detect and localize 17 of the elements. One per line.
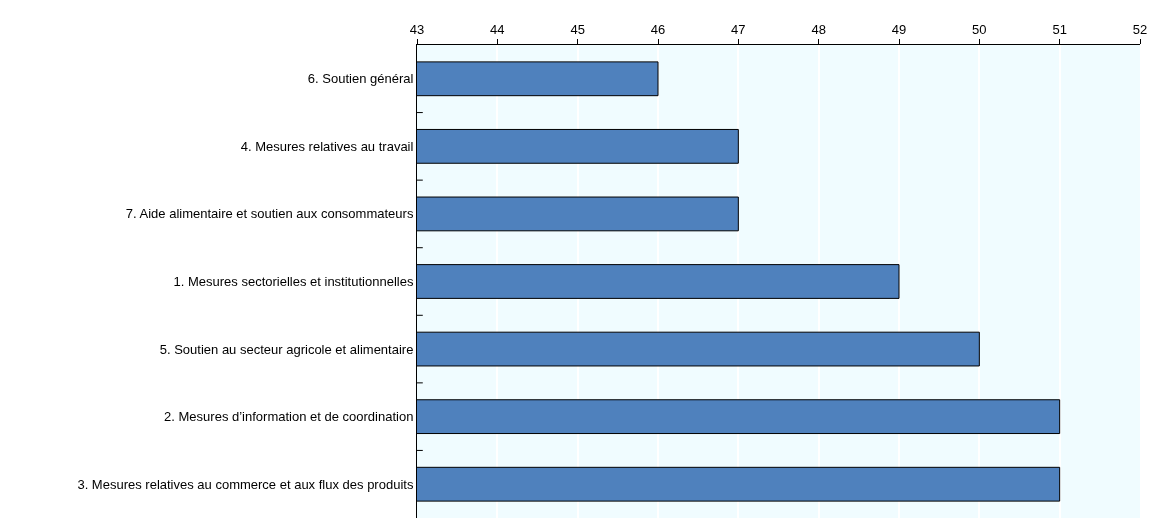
x-tick-label: 47 bbox=[731, 21, 746, 37]
x-tick-label: 49 bbox=[891, 21, 907, 37]
x-tick-label: 48 bbox=[811, 21, 826, 37]
x-tick-label: 44 bbox=[490, 21, 505, 37]
y-tick-label: 5. Soutien au secteur agricole et alimentaire bbox=[159, 341, 414, 357]
x-tick-label: 46 bbox=[650, 21, 666, 37]
x-tick-label: 52 bbox=[1132, 21, 1148, 37]
x-tick-label: 43 bbox=[409, 21, 425, 37]
y-tick-label: 2. Mesures d’information et de coordination bbox=[164, 409, 414, 425]
y-tick-label: 7. Aide alimentaire et soutien aux consommateurs bbox=[125, 206, 414, 222]
y-tick-label: 4. Mesures relatives au travail bbox=[240, 138, 414, 154]
y-tick-label: 6. Soutien général bbox=[307, 71, 414, 87]
y-tick-label: 3. Mesures relatives au commerce et aux flux des produits bbox=[77, 476, 414, 492]
y-tick-label: 1. Mesures sectorielles et institutionnelles bbox=[173, 274, 414, 290]
x-tick-label: 51 bbox=[1052, 21, 1067, 37]
x-tick-label: 50 bbox=[972, 21, 987, 37]
x-tick-label: 45 bbox=[570, 21, 585, 37]
